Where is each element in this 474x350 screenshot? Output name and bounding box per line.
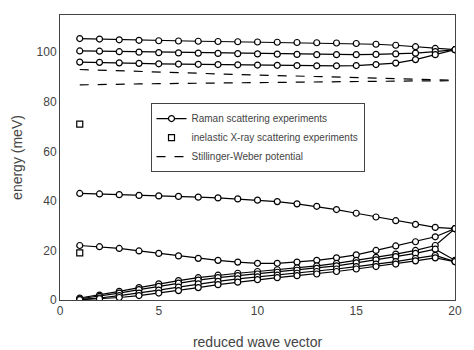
svg-text:Raman scattering experiments: Raman scattering experiments bbox=[192, 113, 328, 124]
svg-text:0: 0 bbox=[57, 304, 64, 318]
svg-text:20: 20 bbox=[448, 304, 462, 318]
svg-text:energy (meV): energy (meV) bbox=[9, 115, 25, 200]
svg-text:0: 0 bbox=[50, 293, 57, 307]
svg-text:80: 80 bbox=[43, 95, 57, 109]
svg-text:40: 40 bbox=[43, 194, 57, 208]
svg-text:15: 15 bbox=[350, 304, 364, 318]
svg-text:Stillinger-Weber potential: Stillinger-Weber potential bbox=[192, 151, 304, 162]
svg-text:20: 20 bbox=[43, 244, 57, 258]
svg-text:reduced wave vector: reduced wave vector bbox=[193, 334, 323, 350]
svg-text:100: 100 bbox=[37, 45, 57, 59]
svg-text:60: 60 bbox=[43, 145, 57, 159]
svg-text:5: 5 bbox=[155, 304, 162, 318]
svg-text:inelastic X-ray scattering exp: inelastic X-ray scattering experiments bbox=[192, 132, 358, 143]
svg-text:10: 10 bbox=[251, 304, 265, 318]
